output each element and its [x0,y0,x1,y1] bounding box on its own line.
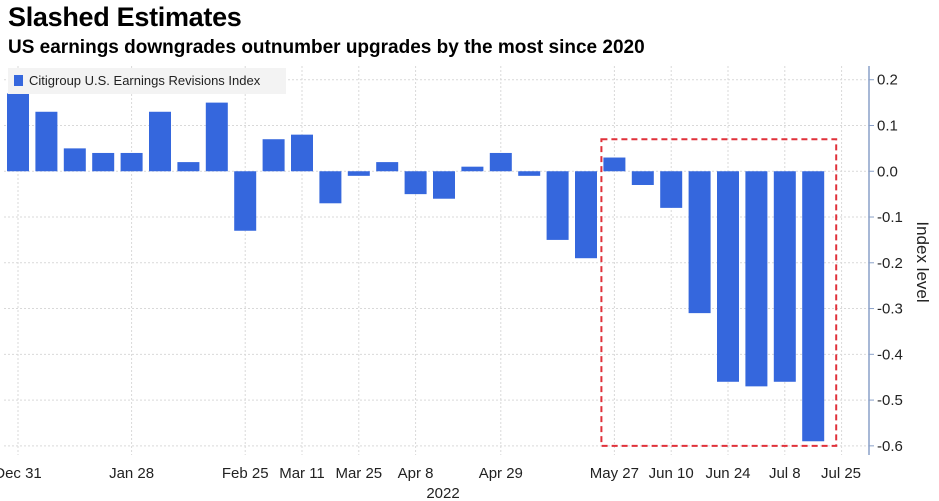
chart-subtitle: US earnings downgrades outnumber upgrade… [8,37,645,58]
legend-background [8,68,286,94]
bar [376,162,399,172]
legend-swatch [14,75,23,86]
bar [205,102,228,172]
legend: Citigroup U.S. Earnings Revisions Index [8,68,286,94]
bar [773,171,796,382]
y-tick-label: -0.3 [877,301,903,318]
bar [7,93,29,172]
bar [120,152,143,172]
bars [7,93,825,442]
x-tick-label: Jul 25 [821,465,861,482]
x-tick-label: Jun 24 [705,465,750,482]
bar [802,171,825,442]
y-tick-label: -0.6 [877,438,903,455]
bar [660,171,683,208]
bar [546,171,569,240]
bar [347,171,370,176]
bar [433,171,455,199]
bar [262,139,285,172]
y-tick-label: -0.5 [877,392,903,409]
bar [603,157,626,172]
x-tick-label: Dec 31 [0,465,42,482]
chart-title: Slashed Estimates [8,2,242,32]
bar [149,111,171,172]
bar [575,171,597,259]
bar [291,134,313,172]
bar [63,148,86,172]
y-axis: 0.2 0.1 0.0 -0.1 -0.2 -0.3 -0.4 -0.5 -0.6 [868,66,903,455]
x-tick-label: Jan 28 [109,465,154,482]
y-tick-label: 0.0 [877,163,898,180]
bar [461,166,484,172]
bar [717,171,739,382]
x-axis: Dec 31 Jan 28 Feb 25 Mar 11 Mar 25 Apr 8 Apr 2… [0,465,861,482]
x-tick-label: Apr 8 [398,465,434,482]
bar [518,171,541,176]
y-tick-label: -0.1 [877,209,903,226]
bar [234,171,257,231]
bar [688,171,711,314]
legend-label: Citigroup U.S. Earnings Revisions Index [29,73,261,88]
gridlines [4,66,869,455]
x-axis-year-label: 2022 [426,485,459,501]
x-tick-label: Jun 10 [649,465,694,482]
bar [745,171,768,387]
x-tick-label: Apr 29 [479,465,523,482]
x-tick-label: Mar 11 [279,465,325,482]
y-tick-label: -0.2 [877,255,903,272]
bar [35,111,58,172]
y-tick-label: 0.1 [877,117,898,134]
bar [404,171,427,195]
bar [631,171,654,185]
x-tick-label: Mar 25 [335,465,382,482]
x-tick-label: May 27 [590,465,639,482]
bar [319,171,342,204]
x-tick-label: Jul 8 [769,465,801,482]
bar [177,162,200,172]
x-tick-label: Feb 25 [222,465,269,482]
bar [92,152,115,172]
bar [489,152,512,172]
y-tick-label: 0.2 [877,72,898,89]
y-axis-title: Index level [913,221,932,302]
y-tick-label: -0.4 [877,346,903,363]
